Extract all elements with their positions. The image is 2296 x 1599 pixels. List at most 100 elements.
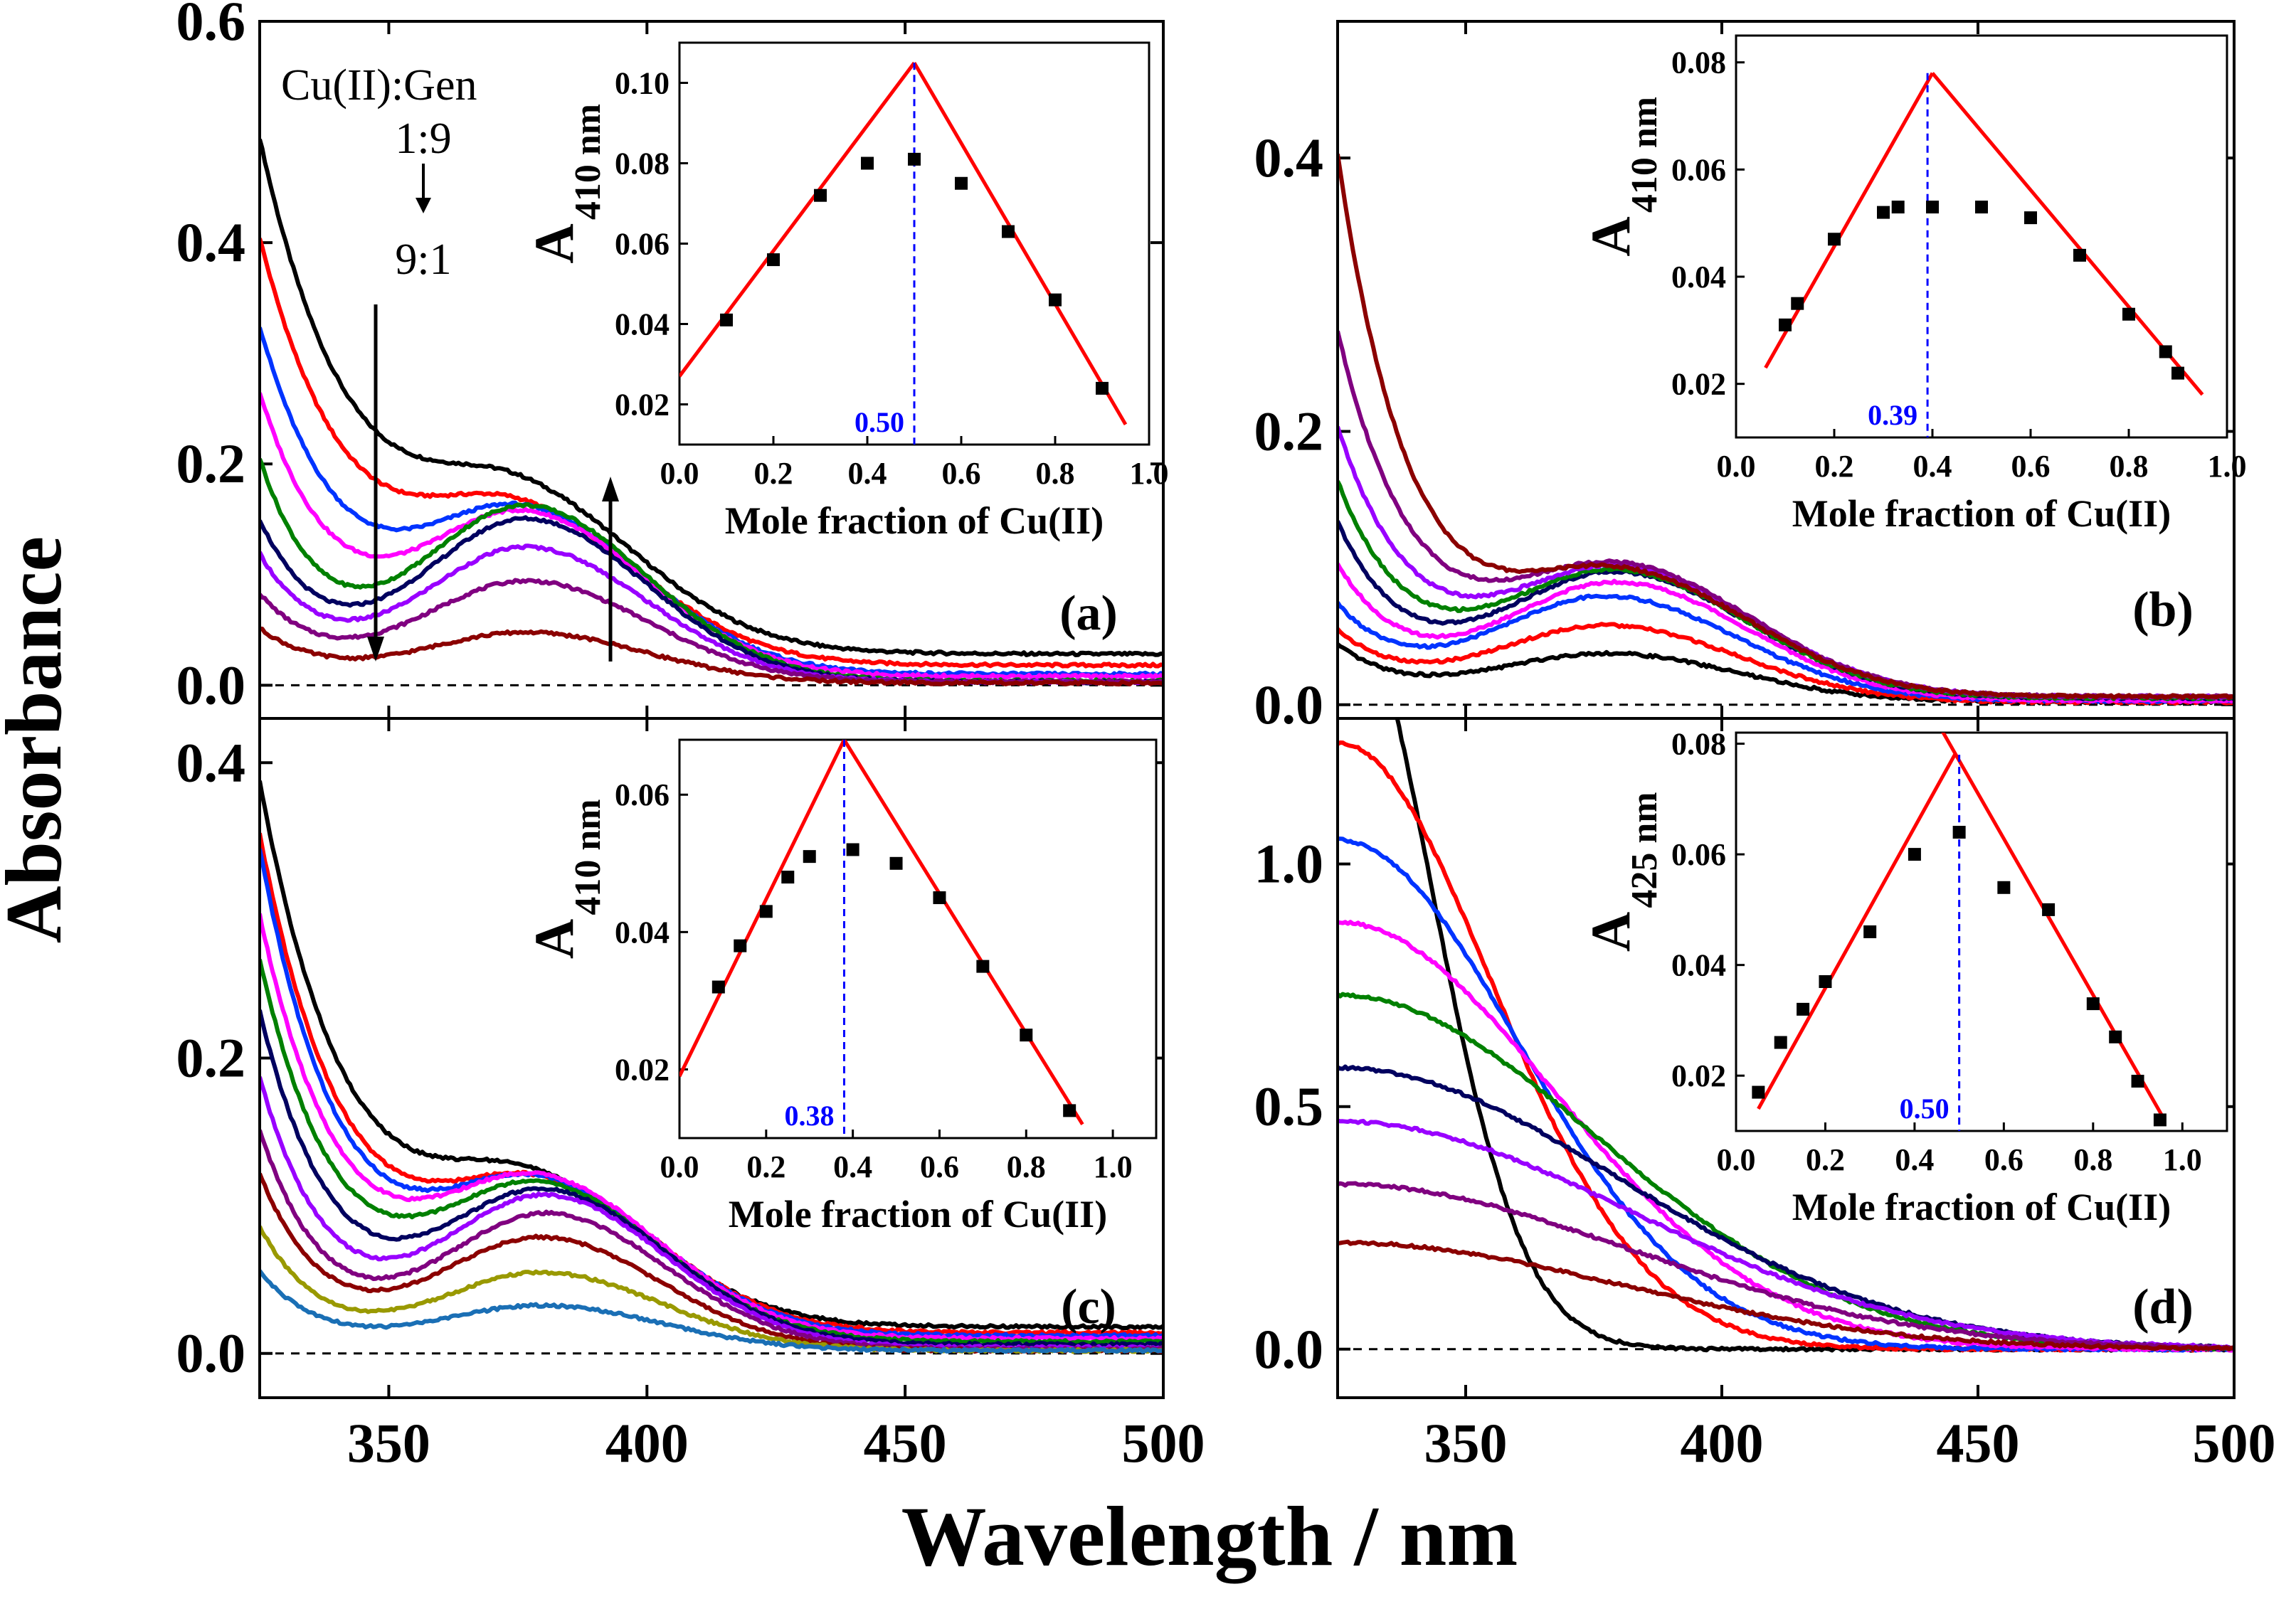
data-point bbox=[1828, 233, 1841, 246]
data-point bbox=[1926, 201, 1939, 214]
panels: 0.0 0.2 0.4 0.6 Cu(II):Gen 1:9 9:1 (a) 0.0 0.2 0.4… bbox=[176, 0, 2276, 1474]
inset-x-tick-label: 0.8 bbox=[1007, 1149, 1046, 1184]
data-point bbox=[1020, 1029, 1033, 1042]
x-tick-label: 500 bbox=[2193, 1412, 2276, 1474]
inset-ylabel-subscript: 410 nm bbox=[1624, 97, 1665, 213]
data-point bbox=[1863, 925, 1877, 938]
spectrum-line-s9 bbox=[1339, 154, 2233, 701]
fit-line-2 bbox=[842, 740, 1084, 1126]
panel-d: 350 400 450 500 0.0 0.5 1.0 (d) 0.0 0.2 0.4 0.6 0.8 1… bbox=[1254, 717, 2276, 1474]
data-point bbox=[2024, 211, 2037, 225]
inset-x-tick-label: 0.6 bbox=[920, 1149, 959, 1184]
data-point bbox=[1877, 206, 1890, 219]
data-point bbox=[1779, 318, 1792, 331]
y-tick-label: 0.0 bbox=[176, 654, 246, 716]
inset-y-tick-label: 0.08 bbox=[1671, 46, 1726, 80]
inset-x-tick-label: 0.4 bbox=[848, 456, 887, 491]
inset-x-tick-label: 0.6 bbox=[942, 456, 981, 491]
data-point bbox=[2042, 903, 2056, 916]
inset-y-tick-label: 0.02 bbox=[1671, 367, 1726, 402]
spectrum-line-1:9 bbox=[261, 138, 1162, 657]
inset-x-tick-label: 0.0 bbox=[1717, 1142, 1756, 1177]
inset-ylabel-subscript: 410 nm bbox=[568, 104, 608, 220]
y-tick-label: 0.2 bbox=[176, 1027, 246, 1089]
inset-x-tick-label: 0.0 bbox=[660, 1149, 699, 1184]
inset-x-tick-label: 0.2 bbox=[746, 1149, 785, 1184]
data-point bbox=[1002, 225, 1015, 238]
spectrum-line-9:1 bbox=[261, 626, 1162, 687]
inset-y-tick-label: 0.10 bbox=[615, 66, 670, 101]
fit-line-2 bbox=[912, 61, 1128, 426]
y-tick-label: 0.0 bbox=[1254, 1318, 1324, 1380]
data-point bbox=[889, 856, 903, 870]
inset-x-tick-label: 0.2 bbox=[1815, 449, 1854, 484]
panel-label: (b) bbox=[2132, 583, 2194, 637]
x-tick-label: 400 bbox=[1681, 1412, 1764, 1474]
data-point bbox=[1891, 201, 1905, 214]
inset-y-tick-label: 0.06 bbox=[615, 777, 670, 812]
spectrum-line-7:3 bbox=[261, 543, 1162, 686]
data-point bbox=[803, 850, 816, 864]
figure-ylabel: Absorbance bbox=[0, 536, 78, 943]
ratio-end: 9:1 bbox=[395, 235, 451, 284]
spectrum-line-s8 bbox=[1339, 1181, 2233, 1351]
x-tick-label: 350 bbox=[1424, 1412, 1508, 1474]
data-point bbox=[908, 152, 921, 166]
x-tick-label: 400 bbox=[605, 1412, 689, 1474]
data-point bbox=[976, 960, 990, 973]
y-tick-label: 0.4 bbox=[176, 211, 246, 273]
y-tick-label: 0.2 bbox=[176, 432, 246, 494]
spectrum-line-s6 bbox=[261, 1009, 1162, 1349]
data-point bbox=[720, 313, 733, 326]
spectrum-line-s4 bbox=[261, 913, 1162, 1342]
inset-y-tick-label: 0.08 bbox=[1671, 727, 1726, 762]
inset-ylabel-subscript: 425 nm bbox=[1624, 792, 1665, 908]
inset-x-tick-label: 0.8 bbox=[2073, 1142, 2112, 1177]
inset-y-tick-label: 0.06 bbox=[1671, 837, 1726, 872]
inset-x-tick-label: 0.0 bbox=[1717, 449, 1756, 484]
x-tick-label: 500 bbox=[1122, 1412, 1205, 1474]
data-point bbox=[814, 188, 827, 202]
inset-fit-group-a bbox=[679, 61, 1128, 426]
inset-x-tick-label: 0.2 bbox=[1806, 1142, 1845, 1177]
data-point bbox=[2131, 1075, 2144, 1088]
inset-fit-group-d bbox=[1757, 733, 2167, 1121]
data-point bbox=[1049, 293, 1062, 307]
panel-label: (c) bbox=[1061, 1280, 1116, 1334]
y-tick-label: 0.0 bbox=[176, 1322, 246, 1384]
y-tick-label: 0.2 bbox=[1254, 400, 1324, 462]
spectrum-line-8:2 bbox=[261, 578, 1162, 686]
data-point bbox=[2159, 345, 2172, 358]
data-point bbox=[1752, 1085, 1765, 1099]
inset-x-tick-label: 0.6 bbox=[2011, 449, 2051, 484]
y-tick-label: 1.0 bbox=[1254, 833, 1324, 895]
y-tick-label: 0.4 bbox=[176, 731, 246, 793]
inset-y-tick-label: 0.02 bbox=[1671, 1058, 1726, 1093]
inset-c: 0.0 0.2 0.4 0.6 0.8 1.0 0.02 0.04 0.06 Mole fract… bbox=[523, 738, 1158, 1236]
data-point bbox=[2153, 1113, 2167, 1127]
inset-y-tick-label: 0.04 bbox=[1671, 260, 1726, 294]
inset-frame-d bbox=[1735, 731, 2228, 1132]
ratio-arrow-head bbox=[416, 198, 431, 213]
data-point bbox=[2122, 307, 2135, 321]
inset-xlabel: Mole fraction of Cu(II) bbox=[729, 1193, 1107, 1236]
y-tick-label: 0.6 bbox=[176, 0, 246, 52]
panel-label: (d) bbox=[2132, 1280, 2194, 1334]
inset-y-tick-label: 0.02 bbox=[615, 1052, 670, 1087]
inset-ylabel: A bbox=[523, 223, 585, 263]
inset-xlabel: Mole fraction of Cu(II) bbox=[1792, 492, 2171, 535]
inset-ylabel: A bbox=[1580, 216, 1641, 256]
x-tick-label: 450 bbox=[1937, 1412, 2020, 1474]
inset-y-tick-label: 0.04 bbox=[615, 307, 670, 342]
inset-a: 0.0 0.2 0.4 0.6 0.8 1.0 0.02 0.04 0.06 0.08 0.10 Mo… bbox=[523, 41, 1169, 542]
ratio-start: 1:9 bbox=[395, 115, 451, 163]
data-point bbox=[2086, 997, 2100, 1011]
inset-x-tick-label: 1.0 bbox=[2208, 449, 2247, 484]
panel-c: 350 400 450 500 0.0 0.2 0.4 (c) 0.0 0.2 0.4 0.6 0.8 1… bbox=[176, 717, 1205, 1474]
series-group-c bbox=[261, 780, 1162, 1354]
crossing-value-label: 0.38 bbox=[784, 1100, 834, 1132]
inset-x-tick-label: 0.2 bbox=[754, 456, 793, 491]
inset-y-tick-label: 0.02 bbox=[615, 388, 670, 423]
fit-line-1 bbox=[1757, 753, 1957, 1110]
series-group-a bbox=[261, 138, 1162, 687]
